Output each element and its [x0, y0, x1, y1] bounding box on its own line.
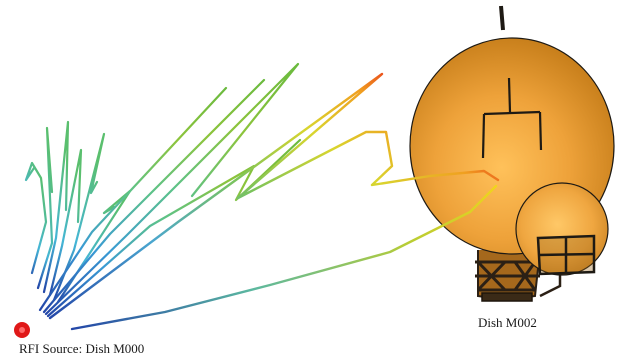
- dish-mount: [475, 248, 562, 302]
- feed-support-struts: [481, 77, 543, 159]
- ray-path-main: [48, 72, 500, 320]
- ray-path: [48, 148, 83, 297]
- ray-path: [38, 86, 228, 312]
- ray-path: [52, 132, 106, 302]
- ray-path: [46, 138, 302, 318]
- ray-path: [42, 120, 70, 294]
- rfi-source-label: RFI Source: Dish M000: [19, 341, 145, 356]
- rfi-source-marker: [14, 322, 30, 338]
- secondary-dish-frame: [536, 234, 596, 276]
- propagation-rays: [24, 62, 500, 331]
- ray-path: [44, 62, 300, 316]
- dish-label: Dish M002: [478, 315, 537, 330]
- ray-path-direct: [70, 184, 498, 331]
- feed-tip-icon: [499, 5, 505, 31]
- dish-m002: [409, 5, 615, 302]
- ray-path: [42, 78, 266, 314]
- ray-path: [36, 126, 54, 290]
- ray-path: [24, 161, 48, 275]
